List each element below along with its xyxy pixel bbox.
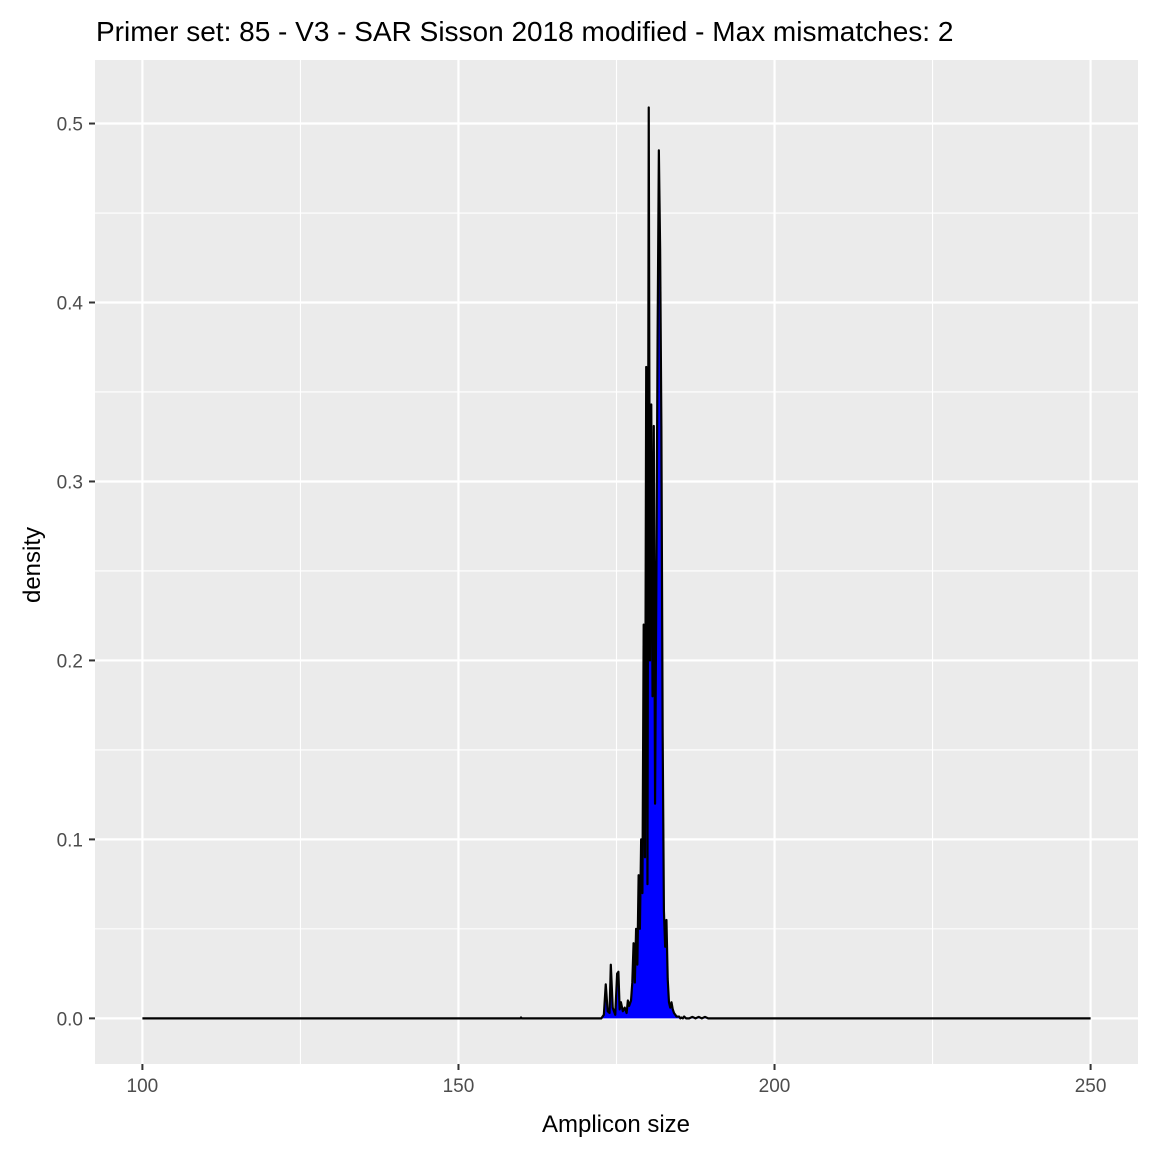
x-tick-label: 250 [1075, 1076, 1107, 1097]
density-area [142, 106, 1091, 1020]
y-tick-label: 0.5 [57, 115, 83, 136]
major-grid [95, 60, 1138, 1064]
x-tick-label: 100 [127, 1076, 159, 1097]
y-axis-title: density [19, 527, 46, 603]
chart-title: Primer set: 85 - V3 - SAR Sisson 2018 mo… [96, 16, 953, 47]
y-tick-label: 0.0 [57, 1009, 83, 1030]
y-tick-label: 0.2 [57, 651, 83, 672]
y-axis: 0.0 0.1 0.2 0.3 0.4 0.5 [57, 115, 95, 1030]
x-tick-label: 200 [759, 1076, 791, 1097]
y-tick-label: 0.3 [57, 472, 83, 493]
y-tick-label: 0.4 [57, 293, 84, 314]
density-line [142, 106, 1091, 1020]
x-axis-title: Amplicon size [542, 1111, 690, 1138]
x-tick-label: 150 [443, 1076, 475, 1097]
y-tick-label: 0.1 [57, 830, 83, 851]
minor-grid [95, 60, 1138, 1064]
x-axis: 100 150 200 250 [127, 1064, 1107, 1097]
